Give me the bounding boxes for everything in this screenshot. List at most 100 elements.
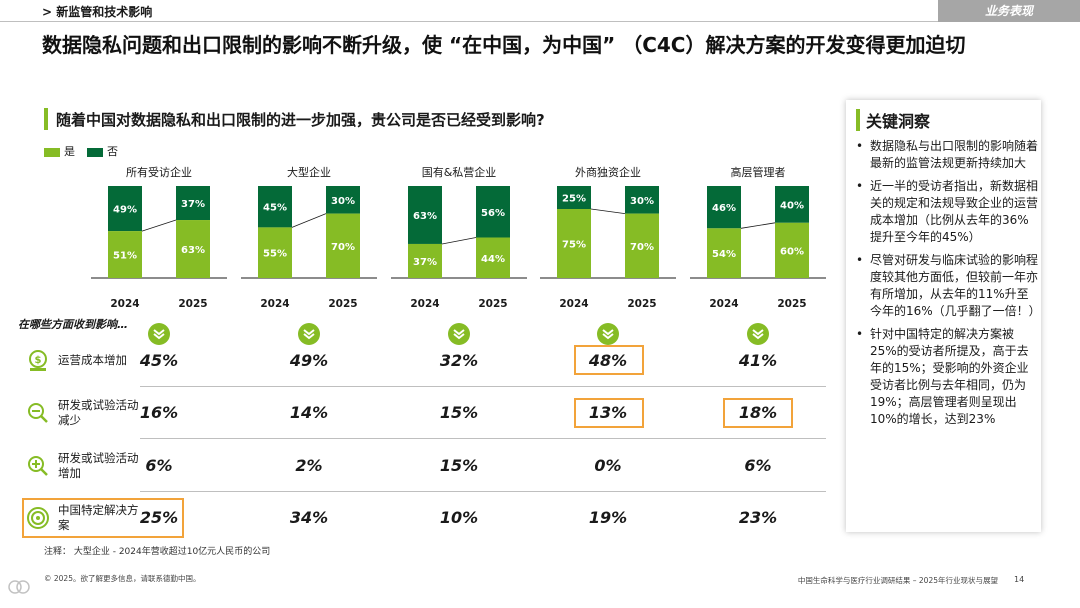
impact-value: 15% [439,403,479,422]
bar-label-yes: 75% [562,240,586,251]
impact-heading: 在哪些方面收到影响… [18,318,128,331]
impact-value: 49% [289,351,329,370]
bar-label-no: 63% [413,211,437,222]
breadcrumb: > 新监管和技术影响 [42,5,153,19]
bar-connector-line [740,222,776,229]
insights-title: 关键洞察 [866,112,931,131]
legend-swatch-no [87,147,103,157]
legend-swatch-yes [44,147,60,157]
bar-segment-yes [108,231,142,278]
bar-connector-line [291,213,327,228]
chevron-down-icon [597,323,619,345]
bar-label-yes: 70% [630,242,654,253]
x-tick-label: 2024 [410,298,439,310]
bar-segment-yes [326,213,360,278]
bar-segment-no [258,186,292,228]
svg-text:$: $ [35,355,42,366]
bar-segment-no [176,186,210,221]
impact-value: 6% [145,456,173,475]
bar-segment-yes [476,237,510,278]
insight-item: 针对中国特定的解决方案被25%的受访者所提及，高于去年的15%；受影响的外资企业… [852,326,1038,428]
x-tick-label: 2025 [328,298,357,310]
bar-segment-no [625,186,659,214]
chevron-down-icon [148,323,170,345]
impact-value: 2% [295,456,323,475]
key-insights-panel: 关键洞察 数据隐私与出口限制的影响随着最新的监管法规更新持续加大 近一半的受访者… [846,100,1041,532]
highlight-box [22,498,184,538]
x-tick-label: 2024 [110,298,139,310]
impact-value: 41% [738,351,778,370]
chevron-down-icon [298,323,320,345]
bar-segment-no [775,186,809,223]
bar-segment-yes [176,220,210,278]
impact-value: 45% [139,351,179,370]
impact-value: 15% [439,456,479,475]
row-divider [140,491,826,492]
highlight-box [574,345,644,375]
x-tick-label: 2025 [627,298,656,310]
bar-label-no: 30% [331,196,355,207]
bar-segment-no [408,186,442,244]
insight-item: 近一半的受访者指出，新数据相关的规定和法规导致企业的运营成本增加（比例从去年的3… [852,178,1038,246]
bar-label-yes: 55% [263,249,287,260]
bar-segment-yes [775,222,809,278]
header-bar: > 新监管和技术影响 业务表现 [0,0,1080,22]
impact-value: 10% [439,508,479,527]
bar-label-yes: 44% [481,254,505,265]
highlight-box [574,398,644,428]
impact-value: 19% [588,508,628,527]
bar-label-no: 37% [181,199,205,210]
footnote: 注释： 大型企业 - 2024年营收超过10亿元人民币的公司 [44,547,271,557]
footer-report-title: 中国生命科学与医疗行业调研结果 – 2025年行业现状与展望 [797,576,998,585]
coin-stack-icon: $ [26,349,50,373]
bar-label-no: 46% [712,203,736,214]
x-tick-label: 2025 [478,298,507,310]
legend-label-no: 否 [107,145,118,158]
page-number: 14 [1014,575,1025,584]
bar-label-yes: 60% [780,246,804,257]
impact-value: 16% [139,403,179,422]
chevron-down-icon [448,323,470,345]
chart-group-title: 大型企业 [287,165,331,179]
impact-value: 18% [738,403,778,422]
bar-label-no: 45% [263,203,287,214]
insight-item: 尽管对研发与临床试验的影响程度较其他方面低，但较前一年亦有所增加，从去年的11%… [852,252,1041,320]
zoom-out-icon [26,401,50,425]
bar-segment-no [326,186,360,214]
bar-segment-no [707,186,741,229]
bar-label-no: 25% [562,194,586,205]
x-tick-label: 2025 [178,298,207,310]
bar-label-no: 56% [481,208,505,219]
legend-item-yes: 是 [44,143,75,159]
impact-value: 13% [588,403,628,422]
section-tag: 业务表现 [938,0,1080,22]
impact-value: 48% [588,351,628,370]
bar-segment-no [557,186,591,209]
watermark-icon [8,580,30,594]
x-tick-label: 2024 [559,298,588,310]
bar-label-no: 40% [780,200,804,211]
highlight-box [723,398,793,428]
stacked-bar-charts: 所有受访企业 49% 51% 2024 37% 63% 2025 大型企业 45% 55% 2024… [91,165,826,310]
impact-value: 25% [139,508,179,527]
impact-value: 0% [594,456,622,475]
chart-group-title: 高层管理者 [731,165,786,179]
chart-group-title: 国有&私营企业 [422,165,497,179]
bar-label-no: 30% [630,196,654,207]
chevron-down-icon [747,323,769,345]
page-title: 数据隐私问题和出口限制的影响不断升级，使 “在中国，为中国” （C4C）解决方案… [42,33,966,57]
bar-label-yes: 37% [413,257,437,268]
insight-item: 数据隐私与出口限制的影响随着最新的监管法规更新持续加大 [852,138,1038,172]
impact-value: 6% [744,456,772,475]
x-tick-label: 2024 [709,298,738,310]
chart-group-title: 所有受访企业 [126,165,192,179]
bar-connector-line [141,219,177,232]
impact-row-label: 研发或试验活动减少 [58,398,139,427]
bar-segment-yes [557,209,591,278]
impact-value: 34% [289,508,329,527]
bar-label-yes: 70% [331,242,355,253]
x-tick-label: 2025 [777,298,806,310]
bar-label-yes: 54% [712,249,736,260]
bar-label-yes: 51% [113,251,137,262]
bar-segment-no [108,186,142,232]
